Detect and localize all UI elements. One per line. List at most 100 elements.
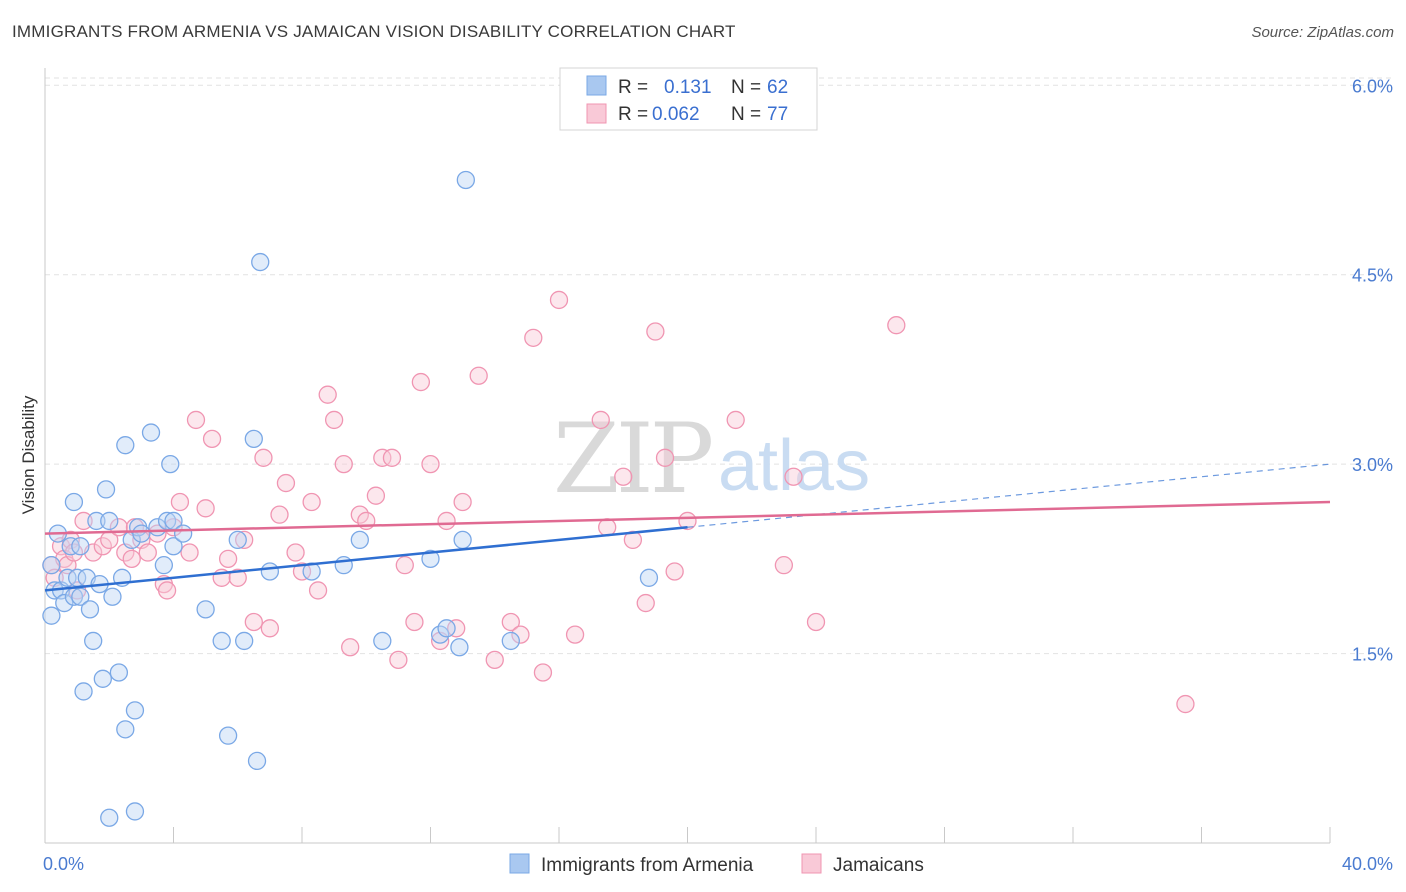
jamaicans-point-48: [382, 448, 402, 467]
x-tick-label-1: 40.0%: [1342, 854, 1393, 874]
armenia-point-40: [173, 524, 193, 543]
armenia-point-60: [501, 631, 520, 651]
jamaicans-point-38: [302, 492, 321, 512]
jamaicans-point-42: [334, 454, 353, 474]
jamaicans-point-55: [437, 511, 456, 531]
trend-line-armenia: [44, 526, 688, 592]
jamaicans-point-63: [533, 663, 553, 682]
armenia-point-22: [100, 808, 119, 827]
jamaicans-point-18: [148, 524, 167, 543]
chart-title: IMMIGRANTS FROM ARMENIA VS JAMAICAN VISI…: [12, 22, 736, 41]
jamaicans-point-40: [318, 385, 337, 404]
jamaicans-point-68: [614, 467, 633, 486]
jamaicans-point-14: [122, 549, 141, 568]
jamaicans-point-41: [324, 410, 344, 430]
armenia-point-32: [132, 524, 151, 543]
armenia-point-51: [334, 556, 353, 575]
armenia-point-7: [61, 537, 80, 556]
y-tick-label-1: 3.0%: [1352, 455, 1393, 475]
jamaicans-point-31: [244, 612, 263, 632]
jamaicans-point-80: [1176, 694, 1195, 714]
armenia-point-37: [161, 454, 180, 474]
legend-r-value-jamaicans: 0.062: [652, 104, 700, 125]
trend-lines: [44, 463, 1331, 592]
armenia-point-57: [450, 638, 469, 657]
trend-line-jamaicans: [44, 500, 1331, 535]
jamaicans-point-50: [395, 556, 414, 575]
jamaicans-point-26: [202, 429, 222, 449]
armenia-point-46: [244, 429, 263, 449]
armenia-point-21: [100, 511, 119, 531]
armenia-point-6: [58, 568, 77, 587]
legend-r-label-jamaicans: R =: [618, 104, 648, 125]
armenia-point-45: [235, 631, 254, 651]
armenia-point-58: [453, 530, 472, 550]
watermark: ZIP atlas: [553, 403, 870, 515]
x-tick-labels: 0.0% 40.0%: [43, 854, 1393, 874]
y-tick-label-0: 1.5%: [1352, 645, 1393, 665]
jamaicans-point-60: [501, 612, 520, 632]
jamaicans-point-8: [74, 511, 93, 531]
jamaicans-point-35: [276, 473, 296, 493]
bottom-legend-label-armenia: Immigrants from Armenia: [541, 855, 754, 876]
jamaicans-point-33: [260, 619, 280, 638]
bottom-legend-label-jamaicans: Jamaicans: [833, 855, 924, 876]
armenia-point-52: [350, 530, 369, 550]
jamaicans-point-78: [806, 612, 826, 632]
armenia-point-23: [103, 587, 122, 606]
jamaicans-point-20: [157, 581, 177, 600]
legend-swatch-jamaicans: [586, 103, 607, 124]
jamaicans-point-64: [549, 290, 569, 310]
armenia-point-5: [55, 593, 74, 613]
legend-n-label-jamaicans: N =: [731, 104, 761, 125]
armenia-point-11: [71, 537, 90, 556]
armenia-point-42: [212, 631, 231, 651]
jamaicans-point-75: [726, 410, 745, 430]
armenia-point-20: [96, 480, 116, 499]
jamaicans-point-49: [389, 650, 408, 670]
armenia-point-44: [228, 530, 247, 550]
armenia-point-16: [84, 631, 103, 651]
jamaicans-point-25: [196, 499, 215, 518]
jamaicans-point-51: [405, 612, 424, 632]
legend: R = 0.131 N = 62 R = 0.062 N = 77: [559, 67, 818, 131]
jamaicans-point-30: [235, 530, 254, 550]
armenia-point-38: [164, 537, 183, 556]
armenia-point-56: [437, 619, 456, 638]
jamaicans-point-47: [373, 448, 392, 467]
jamaicans-point-79: [887, 316, 906, 335]
jamaicans-point-66: [591, 410, 610, 430]
armenia-point-26: [116, 436, 135, 455]
armenia-point-61: [639, 568, 659, 587]
jamaicans-point-24: [186, 410, 206, 430]
jamaicans-point-46: [366, 486, 386, 505]
gridlines: [45, 77, 1392, 655]
armenia-point-0: [42, 556, 61, 575]
armenia-point-19: [93, 669, 112, 688]
jamaicans-point-34: [270, 505, 289, 524]
armenia-point-59: [456, 170, 475, 190]
series-jamaicans-points: [42, 290, 1195, 714]
source-label: Source: ZipAtlas.com: [1251, 24, 1394, 41]
legend-swatch-armenia: [586, 75, 607, 96]
armenia-point-17: [87, 511, 106, 531]
jamaicans-point-77: [784, 467, 803, 486]
jamaicans-point-73: [665, 562, 684, 581]
jamaicans-point-22: [170, 492, 190, 512]
armenia-point-48: [251, 252, 270, 272]
legend-n-value-jamaicans: 77: [767, 104, 788, 125]
armenia-point-53: [373, 631, 392, 651]
y-tick-labels: 1.5% 3.0% 4.5% 6.0%: [1352, 76, 1393, 664]
jamaicans-point-71: [646, 322, 665, 341]
jamaicans-point-43: [341, 638, 360, 657]
y-axis-label: Vision Disability: [19, 395, 38, 514]
jamaicans-point-28: [218, 549, 238, 568]
legend-r-value-armenia: 0.131: [664, 77, 712, 98]
jamaicans-point-70: [636, 593, 655, 613]
jamaicans-point-57: [453, 492, 472, 512]
armenia-point-41: [196, 600, 215, 619]
armenia-point-49: [260, 562, 280, 581]
jamaicans-point-65: [565, 625, 585, 644]
armenia-point-35: [154, 556, 174, 575]
jamaicans-point-67: [598, 518, 617, 537]
